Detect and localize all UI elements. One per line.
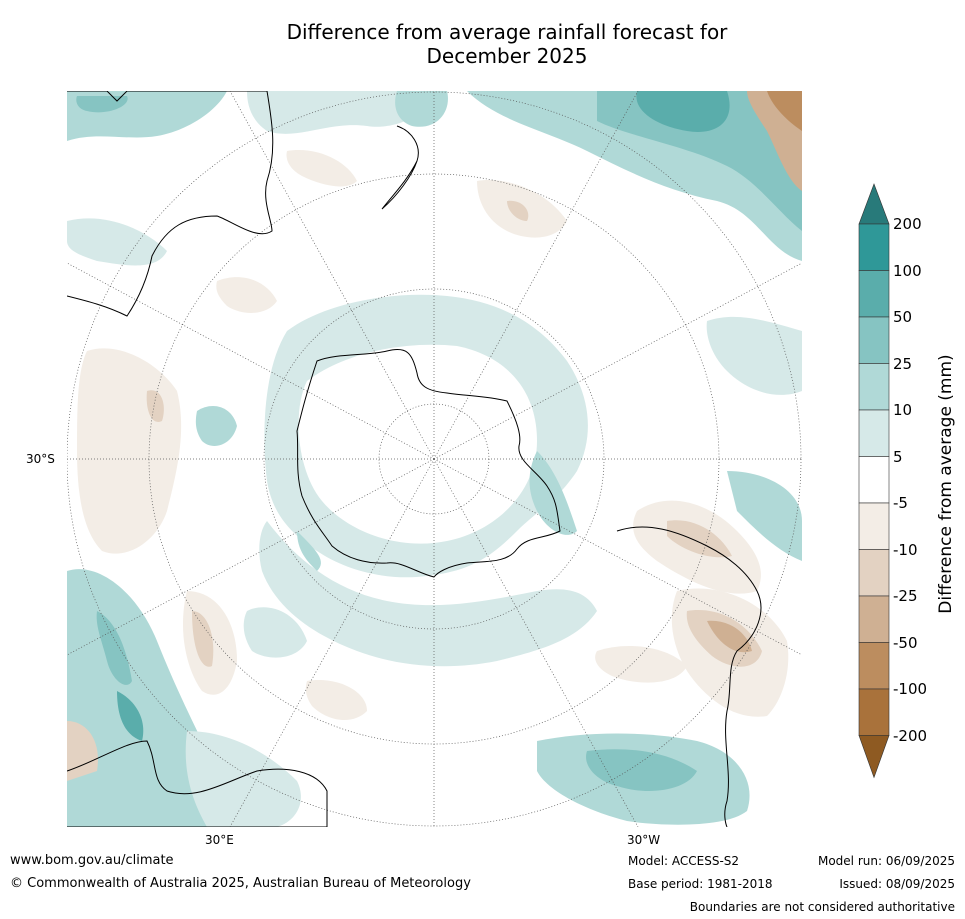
copyright-text: © Commonwealth of Australia 2025, Austra…	[10, 876, 471, 891]
website-link[interactable]: www.bom.gov.au/climate	[10, 853, 174, 868]
colorbar-tick-label: -5	[893, 494, 908, 512]
title-line-1: Difference from average rainfall forecas…	[286, 20, 728, 44]
colorbar-swatch	[858, 409, 890, 457]
colorbar	[858, 183, 890, 779]
africa-coast	[67, 740, 328, 827]
colorbar-tick-label: 200	[893, 215, 922, 233]
boundaries-disclaimer: Boundaries are not considered authoritat…	[689, 900, 955, 914]
colorbar-swatch	[858, 688, 890, 736]
australia-coast	[67, 91, 274, 317]
colorbar-tick-label: 50	[893, 308, 913, 326]
lon-label-30w: 30°W	[627, 833, 661, 847]
colorbar-extend-top	[858, 183, 890, 225]
colorbar-swatch	[858, 502, 890, 550]
issued-date: Issued: 08/09/2025	[839, 877, 955, 891]
graticule	[67, 91, 802, 827]
model-name: Model: ACCESS-S2	[628, 854, 740, 868]
colorbar-extend-bottom	[858, 735, 890, 779]
south-america-coast	[616, 526, 762, 827]
new-zealand-coast	[381, 125, 419, 210]
chart-title: Difference from average rainfall forecas…	[0, 20, 965, 68]
colorbar-tick-label: 10	[893, 401, 913, 419]
title-line-2: December 2025	[426, 44, 588, 68]
colorbar-tick-label: 5	[893, 447, 903, 466]
colorbar-tick-label: -10	[893, 540, 918, 559]
colorbar-swatch	[858, 223, 890, 271]
colorbar-tick-label: -200	[893, 726, 928, 745]
colorbar-swatch	[858, 270, 890, 318]
colorbar-label: Difference from average (mm)	[936, 354, 956, 614]
colorbar-tick-label: 100	[893, 261, 922, 280]
colorbar-swatch	[858, 316, 890, 364]
rainfall-anomaly-map[interactable]	[67, 91, 802, 827]
colorbar-tick-label: 25	[893, 354, 913, 373]
lat-label-30s: 30°S	[26, 452, 55, 466]
colorbar-swatch	[858, 642, 890, 690]
base-period: Base period: 1981-2018	[628, 877, 773, 891]
colorbar-swatch	[858, 456, 890, 504]
antarctica-coast	[296, 349, 561, 578]
wet-anomaly-areas	[67, 91, 802, 827]
model-run-date: Model run: 06/09/2025	[817, 854, 955, 868]
colorbar-swatch	[858, 549, 890, 597]
colorbar-swatch	[858, 595, 890, 643]
coastlines	[67, 91, 762, 827]
colorbar-tick-label: -25	[893, 587, 918, 605]
colorbar-tick-label: -100	[893, 680, 928, 698]
colorbar-swatch	[858, 363, 890, 411]
lon-label-30e: 30°E	[205, 833, 234, 847]
colorbar-tick-label: -50	[893, 633, 918, 652]
